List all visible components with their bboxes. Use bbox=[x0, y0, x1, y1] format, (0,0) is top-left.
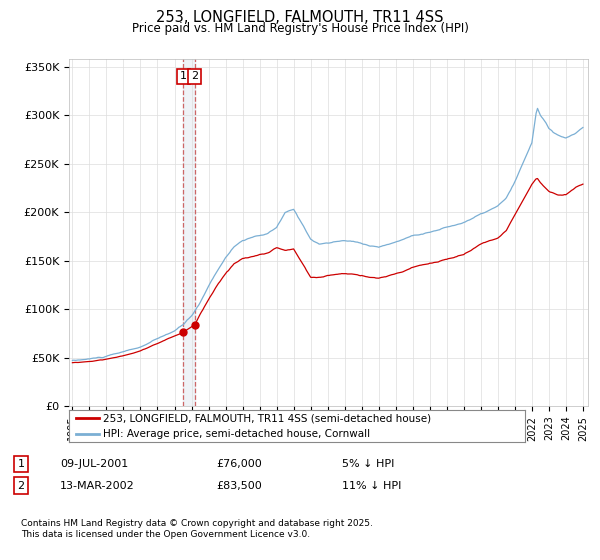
Bar bbox=[184, 59, 195, 406]
Text: 1: 1 bbox=[180, 72, 187, 81]
Text: 11% ↓ HPI: 11% ↓ HPI bbox=[342, 480, 401, 491]
Text: HPI: Average price, semi-detached house, Cornwall: HPI: Average price, semi-detached house,… bbox=[103, 430, 370, 439]
Text: 2: 2 bbox=[17, 480, 25, 491]
Text: Price paid vs. HM Land Registry's House Price Index (HPI): Price paid vs. HM Land Registry's House … bbox=[131, 22, 469, 35]
Text: 5% ↓ HPI: 5% ↓ HPI bbox=[342, 459, 394, 469]
Text: 13-MAR-2002: 13-MAR-2002 bbox=[60, 480, 135, 491]
Text: 2: 2 bbox=[191, 72, 199, 81]
Text: £83,500: £83,500 bbox=[216, 480, 262, 491]
Text: Contains HM Land Registry data © Crown copyright and database right 2025.
This d: Contains HM Land Registry data © Crown c… bbox=[21, 520, 373, 539]
Text: 09-JUL-2001: 09-JUL-2001 bbox=[60, 459, 128, 469]
Text: £76,000: £76,000 bbox=[216, 459, 262, 469]
Text: 253, LONGFIELD, FALMOUTH, TR11 4SS: 253, LONGFIELD, FALMOUTH, TR11 4SS bbox=[156, 10, 444, 25]
Text: 253, LONGFIELD, FALMOUTH, TR11 4SS (semi-detached house): 253, LONGFIELD, FALMOUTH, TR11 4SS (semi… bbox=[103, 413, 431, 423]
Text: 1: 1 bbox=[17, 459, 25, 469]
